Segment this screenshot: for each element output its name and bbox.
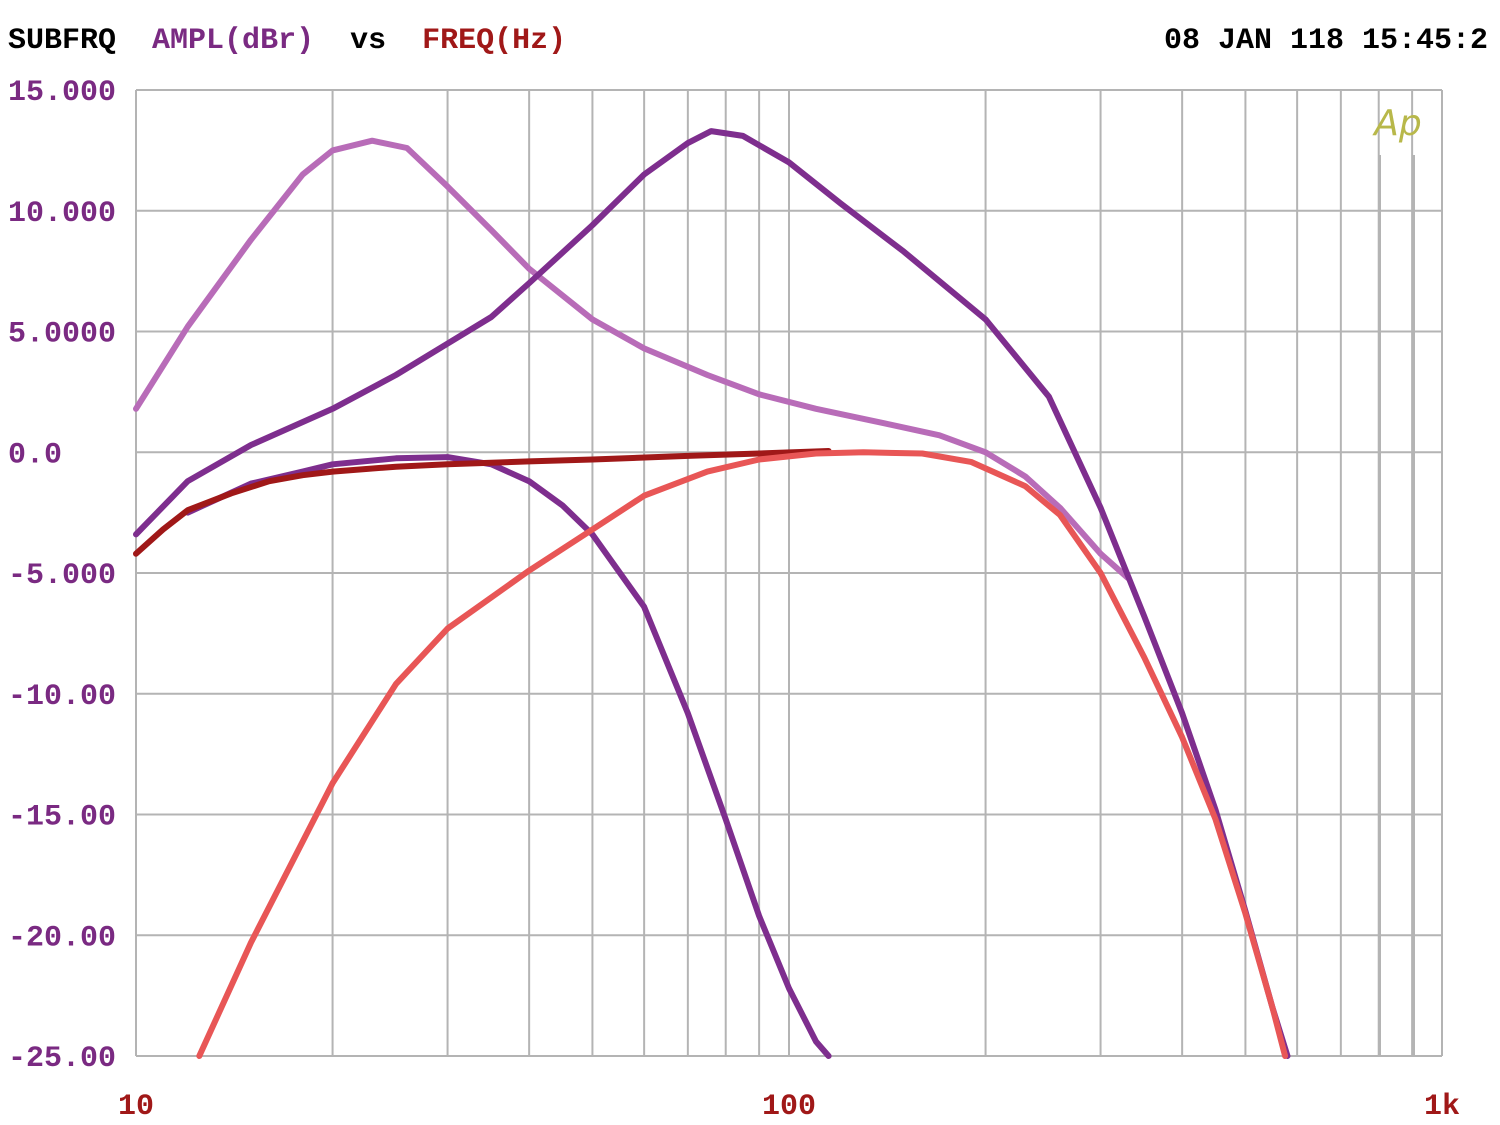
series-line-5 — [196, 449, 1289, 1059]
y-tick-label: -15.00 — [8, 801, 116, 835]
y-tick-label: 5.0000 — [8, 318, 116, 352]
x-tick-label: 10 — [118, 1090, 154, 1124]
y-tick-label: -20.00 — [8, 921, 116, 955]
x-quantity-label: FREQ(Hz) — [422, 24, 566, 58]
x-axis-ticks: 10 100 1k — [118, 1090, 1460, 1124]
y-axis-ticks: 15.000 10.000 5.0000 0.0 -5.000 -10.00 -15.00 -… — [8, 76, 116, 1076]
vs-label: vs — [350, 24, 386, 58]
y-tick-label: -10.00 — [8, 680, 116, 714]
y-tick-label: 10.000 — [8, 197, 116, 231]
y-quantity-label: AMPL(dBr) — [152, 24, 314, 58]
program-name: SUBFRQ AMPL(dBr) vs FREQ(Hz) — [8, 24, 566, 58]
timestamp: 08 JAN 118 15:45:2 — [1164, 24, 1488, 58]
y-tick-label: -25.00 — [8, 1042, 116, 1076]
program-label: SUBFRQ — [8, 24, 116, 58]
y-tick-label: 0.0 — [8, 438, 62, 472]
series-line-2 — [133, 128, 1291, 1059]
series-line-4 — [133, 448, 832, 557]
logo-text: Ap — [1372, 103, 1421, 144]
x-tick-label: 1k — [1424, 1090, 1460, 1124]
y-tick-label: 15.000 — [8, 76, 116, 110]
curves — [133, 128, 1291, 1059]
series-line-1 — [133, 137, 1131, 581]
y-tick-label: -5.000 — [8, 559, 116, 593]
series-line-3 — [184, 454, 832, 1059]
chart-header: SUBFRQ AMPL(dBr) vs FREQ(Hz) 08 JAN 118 … — [8, 24, 1488, 58]
x-tick-label: 100 — [762, 1090, 816, 1124]
ap-logo: Ap — [1372, 103, 1422, 1056]
